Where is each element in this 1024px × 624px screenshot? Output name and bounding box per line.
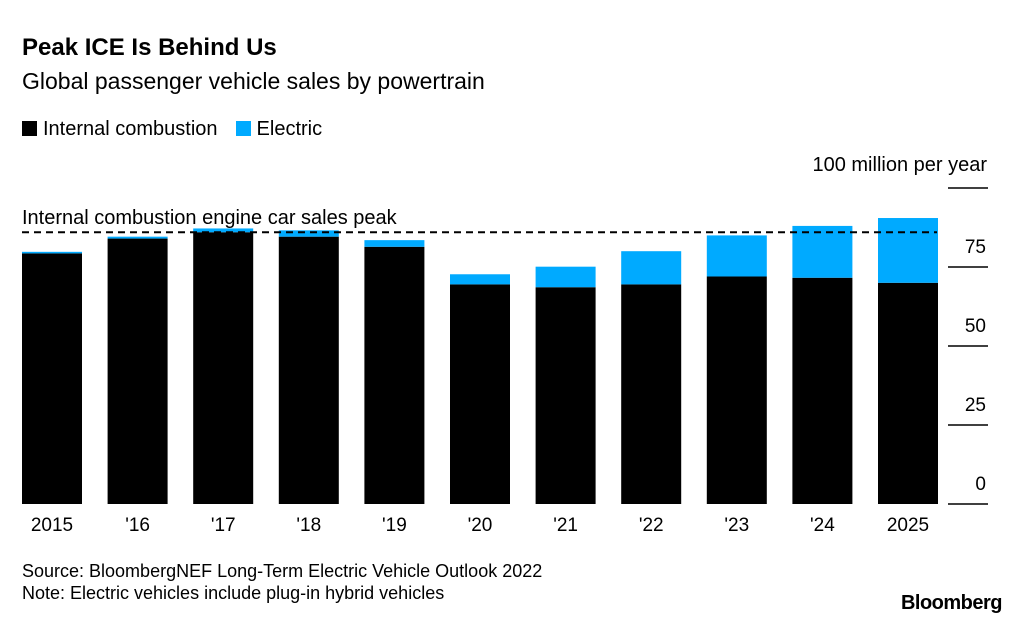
legend-label-ice: Internal combustion	[43, 118, 218, 140]
x-tick-label: 2015	[31, 515, 73, 536]
chart-subtitle: Global passenger vehicle sales by powert…	[22, 68, 485, 94]
bar-ice	[706, 276, 767, 504]
y-tick-label: 50	[965, 316, 986, 337]
bar-electric	[278, 230, 339, 237]
bar-ice	[364, 246, 425, 504]
x-tick-label: '19	[382, 515, 407, 536]
legend-item-electric: Electric	[235, 118, 323, 141]
y-tick-label: 0	[975, 474, 986, 495]
x-tick-label: '17	[211, 515, 236, 536]
y-tick-label: 75	[965, 237, 986, 258]
bar-ice	[535, 287, 596, 504]
y-tick-label: 25	[965, 395, 986, 416]
x-tick-label: '20	[468, 515, 493, 536]
note-text: Note: Electric vehicles include plug-in …	[22, 583, 445, 603]
legend-label-electric: Electric	[256, 118, 323, 140]
bar-ice	[278, 236, 339, 504]
bar-electric	[364, 240, 425, 247]
bar-electric	[450, 274, 510, 285]
x-tick-label: '23	[724, 515, 749, 536]
chart-title: Peak ICE Is Behind Us	[22, 34, 277, 61]
bar-electric	[535, 266, 596, 288]
bar-electric	[621, 251, 682, 285]
bar-electric	[107, 236, 168, 239]
footer-notes: Source: BloombergNEF Long-Term Electric …	[22, 560, 542, 604]
bar-electric	[792, 225, 853, 278]
bar-ice	[621, 284, 682, 504]
x-tick-label: '22	[639, 515, 664, 536]
legend-swatch-electric	[235, 121, 251, 136]
bar-ice	[107, 238, 168, 504]
legend-item-ice: Internal combustion	[22, 118, 218, 141]
bar-ice	[792, 277, 853, 504]
x-tick-label: '16	[125, 515, 150, 536]
x-tick-label: 2025	[887, 515, 929, 536]
bar-ice	[22, 253, 82, 504]
bar-electric	[193, 228, 254, 233]
bar-electric	[706, 235, 767, 277]
bloomberg-logo: Bloomberg	[900, 592, 1003, 614]
legend: Internal combustion Electric	[22, 118, 330, 141]
peak-annotation: Internal combustion engine car sales pea…	[22, 207, 398, 229]
source-text: Source: BloombergNEF Long-Term Electric …	[22, 561, 543, 581]
x-tick-label: '18	[296, 515, 321, 536]
bar-ice	[878, 282, 938, 504]
bar-ice	[450, 284, 510, 504]
x-tick-label: '24	[810, 515, 835, 536]
bar-electric	[878, 218, 938, 283]
y-axis-unit-label: 100 million per year	[812, 154, 987, 176]
x-tick-label: '21	[553, 515, 578, 536]
legend-swatch-ice	[22, 121, 37, 136]
bar-electric	[22, 251, 82, 254]
bar-ice	[193, 232, 254, 505]
